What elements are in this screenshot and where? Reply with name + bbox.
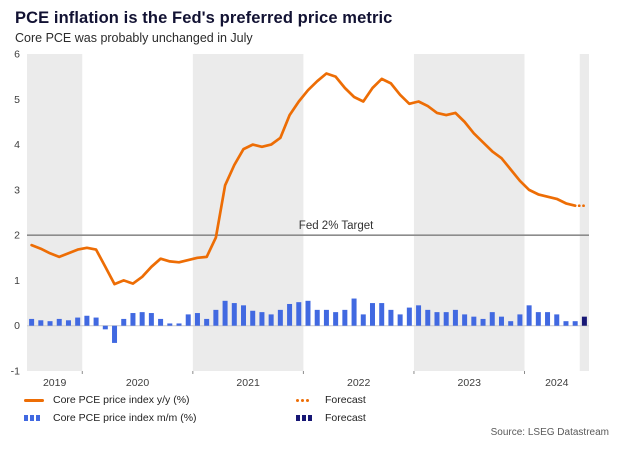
page-title: PCE inflation is the Fed's preferred pri… [15, 9, 393, 27]
y-axis-labels: -1 0 1 2 3 4 5 6 [11, 49, 21, 378]
svg-text:2020: 2020 [126, 377, 150, 389]
mm-bars [29, 298, 578, 343]
navy-bars-swatch-icon [296, 415, 318, 421]
legend-label-yoy: Core PCE price index y/y (%) [53, 394, 190, 406]
svg-text:3: 3 [14, 184, 20, 196]
blue-bars-swatch-icon [24, 415, 46, 421]
svg-text:2: 2 [14, 230, 20, 242]
svg-text:2023: 2023 [458, 377, 482, 389]
orange-dotted-swatch-icon [296, 398, 318, 402]
legend-item-mm: Core PCE price index m/m (%) [24, 412, 296, 424]
svg-text:2024: 2024 [545, 377, 569, 389]
svg-text:5: 5 [14, 94, 20, 106]
legend-label-forecast-bar: Forecast [325, 412, 366, 424]
year-bands [27, 54, 589, 371]
orange-line-swatch-icon [24, 398, 46, 402]
source-credit: Source: LSEG Datastream [490, 427, 609, 438]
svg-text:2022: 2022 [347, 377, 371, 389]
target-label: Fed 2% Target [299, 220, 374, 232]
legend-item-forecast-line: Forecast [296, 394, 619, 406]
chart-header: PCE inflation is the Fed's preferred pri… [0, 0, 619, 45]
x-axis-labels: 2019 2020 2021 2022 2023 2024 [43, 371, 569, 389]
page-subtitle: Core PCE was probably unchanged in July [15, 31, 253, 45]
yoy-line [30, 72, 577, 286]
forecast-band [579, 54, 589, 371]
svg-text:2021: 2021 [236, 377, 260, 389]
legend-item-forecast-bar: Forecast [296, 412, 619, 424]
svg-text:-1: -1 [11, 366, 20, 378]
svg-text:0: 0 [14, 320, 20, 332]
legend-label-forecast-line: Forecast [325, 394, 366, 406]
svg-text:2019: 2019 [43, 377, 67, 389]
legend-label-mm: Core PCE price index m/m (%) [53, 412, 197, 424]
svg-text:4: 4 [14, 139, 20, 151]
svg-text:6: 6 [14, 49, 20, 61]
svg-text:1: 1 [14, 275, 20, 287]
legend: Core PCE price index y/y (%) Forecast Co… [24, 394, 619, 424]
forecast-bar [581, 316, 587, 326]
legend-item-yoy: Core PCE price index y/y (%) [24, 394, 296, 406]
